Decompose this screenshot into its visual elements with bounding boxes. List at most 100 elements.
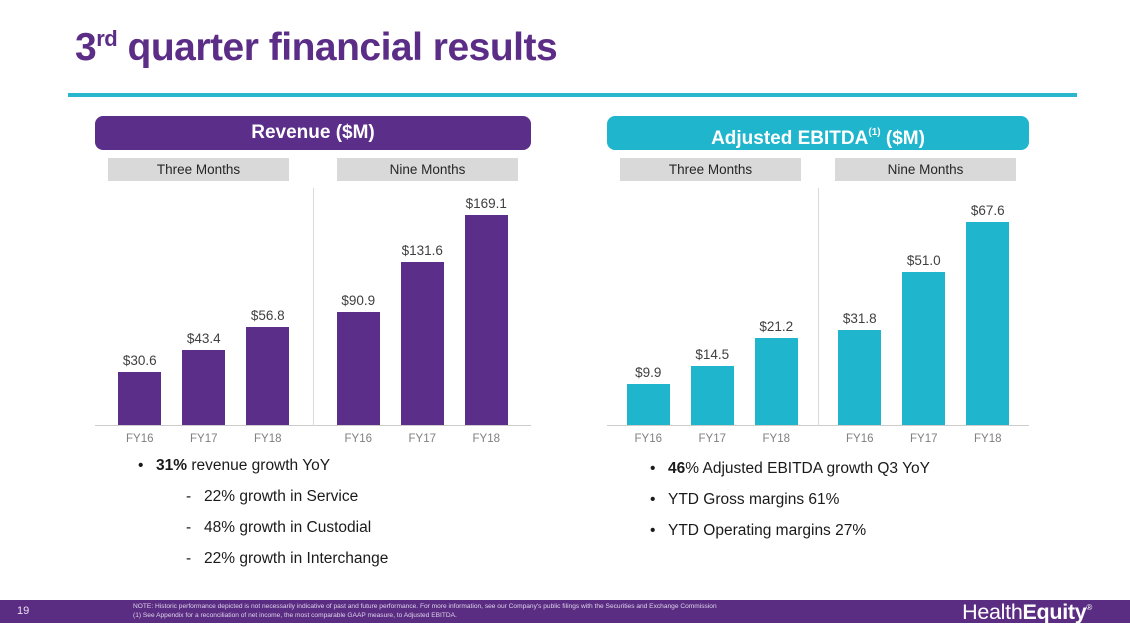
group-label-nine-months: Nine Months (337, 158, 518, 181)
bullet-item: • YTD Gross margins 61% (650, 489, 930, 510)
chart-header: Revenue ($M) (95, 116, 531, 150)
bullet-marker: • (650, 491, 656, 508)
bar-value-label: $90.9 (341, 293, 376, 308)
category-label: FY17 (190, 433, 218, 445)
category-label: FY17 (910, 433, 938, 445)
bar-value-label: $30.6 (122, 353, 157, 368)
bar (118, 372, 162, 425)
chart-area: $9.9 FY16 $14.5 FY17 $21.2 FY18 $31.8 FY16 $51.0… (607, 188, 1029, 445)
bar-value-label: $31.8 (842, 311, 877, 326)
footer-note-line1: NOTE: Historic performance depicted is n… (133, 603, 717, 610)
bar-column: $9.9 FY16 (626, 188, 670, 445)
bar-column: $31.8 FY16 (838, 188, 882, 445)
bullet-bold-text: 31% (156, 457, 188, 474)
category-label: FY17 (408, 433, 437, 445)
group-divider (817, 188, 819, 426)
bullet-marker: • (138, 457, 144, 474)
bar-value-label: $21.2 (759, 319, 794, 334)
bullet-bold-text: 46 (668, 460, 686, 477)
page-number: 19 (17, 605, 30, 617)
bar-column: $131.6 FY17 (400, 188, 444, 445)
bar-group-nine-months: $31.8 FY16 $51.0 FY17 $67.6 FY18 (818, 188, 1029, 445)
bar (838, 330, 882, 425)
bar (966, 222, 1010, 425)
title-rest: quarter financial results (117, 26, 558, 69)
bar (400, 262, 444, 425)
title-superscript: rd (96, 26, 118, 51)
bar (336, 312, 380, 425)
category-label: FY18 (762, 433, 791, 445)
category-label: FY18 (472, 433, 501, 445)
bar-column: $21.2 FY18 (754, 188, 798, 445)
bar (754, 338, 798, 425)
bullet-item: • YTD Operating margins 27% (650, 520, 930, 541)
bullet-marker: - (186, 519, 192, 536)
bar-column: $169.1 FY18 (464, 188, 508, 445)
bar-column: $14.5 FY17 (690, 188, 734, 445)
group-label-three-months: Three Months (108, 158, 289, 181)
bullet-item: -22% growth in Interchange (186, 548, 388, 569)
group-divider (312, 188, 314, 426)
bar-value-label: $14.5 (695, 347, 730, 362)
bullet-item: -48% growth in Custodial (186, 517, 388, 538)
healthequity-logo: HealthEquity® (962, 600, 1092, 625)
bullet-text: 22% growth in Service (204, 488, 359, 505)
bullet-marker: - (186, 488, 192, 505)
bar-column: $90.9 FY16 (336, 188, 380, 445)
category-label: FY16 (126, 433, 154, 445)
title-underline (68, 93, 1077, 97)
bar-group-three-months: $30.6 FY16 $43.4 FY17 $56.8 FY18 (95, 188, 313, 445)
group-label-row: Three Months Nine Months (95, 158, 531, 181)
bullet-item: • 46% Adjusted EBITDA growth Q3 YoY (650, 458, 930, 479)
chart-header-text: Adjusted EBITDA (711, 128, 869, 149)
bar (246, 327, 290, 425)
bar-column: $30.6 FY16 (118, 188, 162, 445)
bar-value-label: $51.0 (906, 253, 941, 268)
logo-part-health: Health (962, 600, 1023, 624)
footer-bar: 19 NOTE: Historic performance depicted i… (0, 600, 1130, 625)
footer-note-line2: (1) See Appendix for a reconciliation of… (133, 611, 457, 619)
logo-part-equity: Equity (1022, 600, 1087, 624)
bar (464, 215, 508, 425)
bar-column: $56.8 FY18 (246, 188, 290, 445)
bar-value-label: $169.1 (465, 196, 507, 211)
bullet-text: YTD Operating margins 27% (668, 522, 867, 539)
footer-note: NOTE: Historic performance depicted is n… (133, 603, 717, 620)
bullet-text: 31% revenue growth YoY (156, 457, 331, 474)
chart-header-text: Revenue ($M) (251, 122, 375, 143)
group-label-three-months: Three Months (620, 158, 801, 181)
bar-column: $67.6 FY18 (966, 188, 1010, 445)
category-label: FY16 (846, 433, 874, 445)
category-label: FY18 (974, 433, 1002, 445)
bullet-text: 48% growth in Custodial (204, 519, 372, 536)
bar-value-label: $56.8 (250, 308, 285, 323)
bar-group-three-months: $9.9 FY16 $14.5 FY17 $21.2 FY18 (607, 188, 818, 445)
chart-area: $30.6 FY16 $43.4 FY17 $56.8 FY18 $90.9 FY16 $131… (95, 188, 531, 445)
chart-header-superscript: (1) (868, 127, 881, 138)
bullet-item: -22% growth in Service (186, 486, 388, 507)
bar (626, 384, 670, 425)
bar (902, 272, 946, 425)
bullet-marker: • (650, 522, 656, 539)
group-label-nine-months: Nine Months (835, 158, 1016, 181)
bar-value-label: $43.4 (186, 331, 221, 346)
bar-value-label: $67.6 (970, 203, 1005, 218)
chart-header-suffix: ($M) (880, 128, 925, 149)
category-label: FY18 (254, 433, 282, 445)
bullet-text: 22% growth in Interchange (204, 550, 389, 567)
bullet-marker: • (650, 460, 656, 477)
bullet-marker: - (186, 550, 192, 567)
bar-column: $43.4 FY17 (182, 188, 226, 445)
ebitda-bullet-list: • 46% Adjusted EBITDA growth Q3 YoY • YTD G… (650, 458, 930, 551)
category-label: FY16 (344, 433, 373, 445)
revenue-chart-panel: Revenue ($M) Three Months Nine Months $30.6… (95, 116, 531, 445)
group-label-row: Three Months Nine Months (607, 158, 1029, 181)
bullet-text: YTD Gross margins 61% (668, 491, 840, 508)
category-label: FY17 (698, 433, 727, 445)
bar-group-nine-months: $90.9 FY16 $131.6 FY17 $169.1 FY18 (313, 188, 531, 445)
ebitda-chart-panel: Adjusted EBITDA(1) ($M) Three Months Nine … (607, 116, 1029, 445)
registered-mark: ® (1086, 603, 1092, 612)
bullet-text: 46% Adjusted EBITDA growth Q3 YoY (668, 460, 930, 477)
chart-header: Adjusted EBITDA(1) ($M) (607, 116, 1029, 150)
